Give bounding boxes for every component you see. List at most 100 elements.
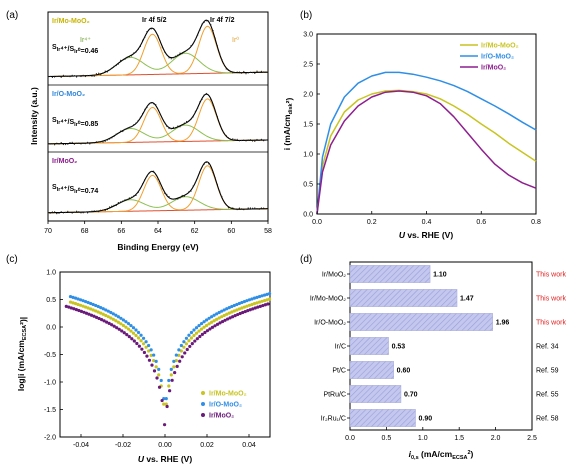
spectrum-point xyxy=(115,133,117,135)
y-tick-label: 0.0 xyxy=(303,212,313,219)
spectrum-point xyxy=(234,208,236,210)
reference-label: This work xyxy=(536,272,566,279)
scatter-point xyxy=(265,298,269,302)
scatter-point xyxy=(73,296,78,300)
spectrum-point xyxy=(256,207,258,210)
scatter-point xyxy=(227,306,231,310)
spectrum-point xyxy=(139,116,141,118)
panel-c-y-ticks: 1.0 0.5 0.0 -0.5 -1.0 -1.5 -2.0 xyxy=(44,270,63,442)
scatter-point xyxy=(255,295,259,299)
panel-c-x-title: U vs. RHE (V) xyxy=(138,454,192,464)
spectrum-point xyxy=(223,201,225,203)
spectrum-point xyxy=(71,74,73,76)
spectrum-point xyxy=(265,208,267,210)
spectrum-point xyxy=(254,72,256,75)
state-label-ir4: Ir⁴⁺ xyxy=(80,37,91,44)
scatter-point xyxy=(127,335,131,339)
spectrum-point xyxy=(168,195,170,198)
scatter-point xyxy=(131,326,136,330)
spectrum-point xyxy=(249,71,251,73)
spectrum-point xyxy=(47,144,49,146)
spectrum-point xyxy=(168,127,170,130)
spectrum-point xyxy=(223,63,225,65)
spectrum-point xyxy=(159,113,161,115)
x-tick-label: 0.04 xyxy=(242,442,256,449)
peak-label-ir4f52: Ir 4f 5/2 xyxy=(142,17,167,24)
scatter-point xyxy=(89,301,93,306)
scatter-point xyxy=(192,328,196,332)
envelope-line xyxy=(47,93,269,145)
scatter-point xyxy=(185,347,189,352)
spectrum-point xyxy=(126,127,128,129)
spectrum-point xyxy=(78,142,80,144)
spectrum-point xyxy=(142,183,144,185)
scatter-point xyxy=(116,320,120,324)
spectrum-point xyxy=(100,74,102,76)
scatter-point xyxy=(225,307,229,311)
scatter-point xyxy=(167,378,171,383)
spectrum-point xyxy=(225,68,227,70)
spectrum-point xyxy=(230,138,232,140)
scatter-point xyxy=(162,423,167,427)
spectrum-point xyxy=(89,74,91,77)
scatter-point xyxy=(69,306,73,310)
panel-b-label: (b) xyxy=(300,10,312,21)
scatter-point xyxy=(210,320,214,324)
scatter-point xyxy=(132,339,136,343)
scatter-point xyxy=(111,317,115,321)
scatter-point xyxy=(175,364,179,368)
spectrum-point xyxy=(73,143,75,145)
scatter-point xyxy=(198,334,202,339)
spectrum-point xyxy=(221,128,223,131)
spectrum-point xyxy=(238,71,240,73)
scatter-point xyxy=(251,307,255,311)
spectrum-point xyxy=(188,191,190,193)
spectrum-point xyxy=(190,45,192,47)
x-tick-label: 58 xyxy=(264,228,272,235)
scatter-point xyxy=(150,363,154,367)
spectrum-point xyxy=(192,185,194,187)
spectrum-point xyxy=(177,54,179,56)
y-tick-label: 2.0 xyxy=(303,92,313,99)
reference-label: Ref. 59 xyxy=(536,368,559,375)
scatter-point xyxy=(197,329,201,333)
scatter-point xyxy=(194,326,199,330)
scatter-point xyxy=(157,367,161,372)
x-tick-label: 2.0 xyxy=(491,435,501,442)
spectrum-point xyxy=(137,191,139,194)
scatter-point xyxy=(141,336,146,340)
spectrum-point xyxy=(210,24,212,26)
x-tick-label: 0.02 xyxy=(200,442,214,449)
spectrum-point xyxy=(142,112,144,115)
scatter-point xyxy=(233,314,237,318)
spectrum-point xyxy=(117,63,119,65)
spectrum-point xyxy=(133,195,135,197)
panel-a-x-title: Binding Energy (eV) xyxy=(117,242,198,252)
spectrum-point xyxy=(148,172,150,174)
scatter-point xyxy=(124,320,128,324)
spectrum-point xyxy=(51,76,54,78)
spectrum-point xyxy=(252,140,254,142)
scatter-point xyxy=(106,309,110,313)
spectrum-point xyxy=(238,207,240,209)
scatter-point xyxy=(212,319,216,323)
scatter-point xyxy=(71,301,75,305)
panel-a: (a) Ir 4f 5/2 Ir 4f 7/2 Ir⁴⁺ Ir⁰ Ir/Mo-M… xyxy=(6,10,272,252)
spectrum-point xyxy=(106,139,108,141)
legend-label: Ir/MoO₂ xyxy=(209,413,234,420)
spectrum-point xyxy=(190,118,192,120)
scatter-point xyxy=(129,323,133,328)
spectrum-point xyxy=(236,208,238,211)
scatter-point xyxy=(126,321,131,326)
spectrum-point xyxy=(216,183,218,185)
scatter-point xyxy=(96,310,100,314)
spectrum-point xyxy=(142,39,144,41)
scatter-point xyxy=(213,324,217,328)
panel-c: (c) -0.04 -0.02 0.00 0.02 0.04 1.0 0.5 0.0 -0.5… xyxy=(6,254,272,464)
spectrum-point xyxy=(221,58,223,61)
scatter-point xyxy=(172,359,176,363)
spectrum-point xyxy=(172,198,174,200)
spectrum-point xyxy=(93,142,95,144)
spectrum-point xyxy=(203,94,205,96)
